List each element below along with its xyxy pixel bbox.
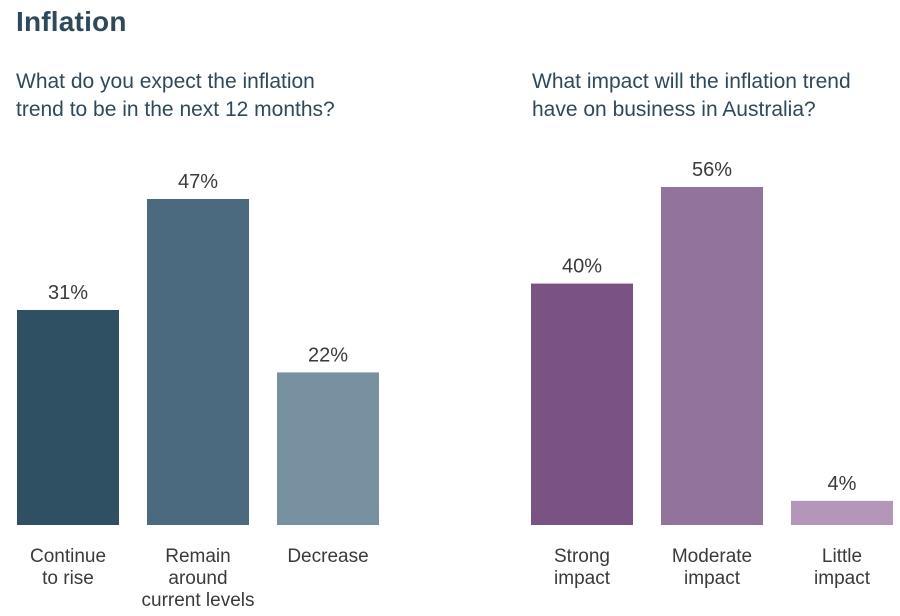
chart2-bar-1 <box>531 283 633 525</box>
chart2-title: What impact will the inflation trend hav… <box>532 70 851 121</box>
chart1-value-label-3: 22% <box>308 344 348 366</box>
chart2-category-label-1: Strong impact <box>554 546 611 589</box>
chart1-value-label-2: 47% <box>178 171 218 193</box>
chart2-bar-3 <box>791 500 893 525</box>
page-title: Inflation <box>16 6 127 37</box>
chart1-category-label-1: Continue to rise <box>30 546 106 589</box>
chart1-bar-2 <box>147 199 249 525</box>
chart1-bar-3 <box>277 372 379 525</box>
chart2-category-label-3: Little impact <box>814 546 871 589</box>
chart1-plot: 31% Continue to rise 47% Remain around current… <box>17 171 379 611</box>
chart2-plot: 40% Strong impact 56% Moderate impact 4% Little… <box>531 159 893 589</box>
chart2-category-label-2: Moderate impact <box>672 546 752 589</box>
chart1-category-label-3: Decrease <box>287 546 368 567</box>
chart1-category-label-2: Remain around current levels <box>142 546 255 611</box>
chart2-bar-2 <box>661 187 763 525</box>
chart2-value-label-3: 4% <box>828 473 857 495</box>
chart2-value-label-2: 56% <box>692 159 732 181</box>
chart1-value-label-1: 31% <box>48 282 88 304</box>
chart1-bar-1 <box>17 309 119 525</box>
chart2-value-label-1: 40% <box>562 256 602 278</box>
chart1-title: What do you expect the inflation trend t… <box>16 70 335 121</box>
